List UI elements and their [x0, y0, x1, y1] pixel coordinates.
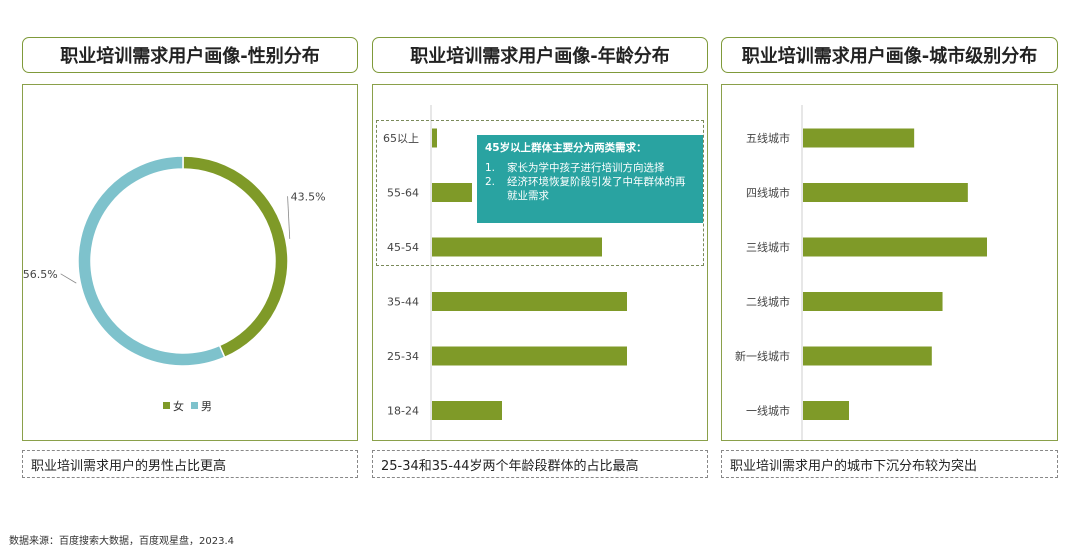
legend-label: 女 [173, 399, 184, 413]
category-label: 25-34 [387, 350, 419, 363]
callout-item-number: 1. [485, 162, 496, 174]
category-label: 18-24 [387, 405, 419, 418]
category-label: 55-64 [387, 187, 419, 200]
legend-swatch [191, 402, 198, 409]
leader-line [287, 196, 291, 239]
age-45plus-highlight [376, 120, 704, 266]
callout-item-number: 2. [485, 176, 496, 188]
bar [432, 401, 502, 420]
leader-line [60, 273, 77, 284]
category-label: 五线城市 [746, 131, 790, 145]
age-callout: 45岁以上群体主要分为两类需求： 1. 家长为学中孩子进行培训方向选择 2. 经… [477, 135, 703, 223]
bar [803, 183, 968, 202]
category-label: 45-54 [387, 241, 419, 254]
bar [803, 237, 987, 257]
category-label: 65以上 [383, 132, 419, 145]
age-bar-chart: 65以上 55-64 45-54 35-44 25-34 18-24 [383, 105, 627, 440]
callout-item-text: 经济环境恢复阶段引发了中年群体的再就业需求 [507, 176, 686, 202]
bar [432, 183, 472, 202]
panel-title-gender: 职业培训需求用户画像-性别分布 [22, 37, 358, 73]
category-label: 四线城市 [746, 186, 790, 200]
panel-city: 五线城市四线城市三线城市二线城市新一线城市一线城市 [721, 84, 1058, 441]
caption-gender: 职业培训需求用户的男性占比更高 [22, 450, 358, 478]
bar [803, 292, 943, 311]
category-label: 一线城市 [746, 404, 790, 418]
bar [803, 346, 932, 366]
donut-slice-male [77, 155, 226, 367]
bar [803, 128, 915, 148]
bar [432, 237, 602, 257]
category-label: 三线城市 [746, 240, 790, 254]
data-source-note: 数据来源：百度搜索大数据，百度观星盘，2023.4 [9, 536, 234, 547]
category-label: 35-44 [387, 296, 419, 309]
bar [803, 401, 849, 420]
bar [432, 128, 437, 148]
caption-city: 职业培训需求用户的城市下沉分布较为突出 [721, 450, 1058, 478]
callout-item-text: 家长为学中孩子进行培训方向选择 [507, 162, 665, 174]
callout-item: 2. 经济环境恢复阶段引发了中年群体的再就业需求 [485, 175, 695, 203]
caption-age: 25-34和35-44岁两个年龄段群体的占比最高 [372, 450, 708, 478]
donut-slice-female [182, 155, 289, 359]
panel-title-age: 职业培训需求用户画像-年龄分布 [372, 37, 708, 73]
legend-label: 男 [201, 400, 212, 413]
callout-heading: 45岁以上群体主要分为两类需求： [485, 142, 647, 154]
gender-donut-chart: 43.5% 56.5% 女 男 [23, 155, 326, 413]
category-label: 二线城市 [746, 295, 790, 309]
panel-title-city: 职业培训需求用户画像-城市级别分布 [721, 37, 1058, 73]
donut-value-label: 56.5% [23, 268, 58, 281]
panel-gender: 43.5% 56.5% 女 男 [22, 84, 358, 441]
legend-swatch [163, 402, 170, 409]
callout-item: 1. 家长为学中孩子进行培训方向选择 [485, 161, 695, 175]
bar [432, 292, 627, 311]
category-label: 新一线城市 [735, 349, 790, 363]
bar [432, 346, 627, 366]
donut-value-label: 43.5% [291, 190, 326, 203]
